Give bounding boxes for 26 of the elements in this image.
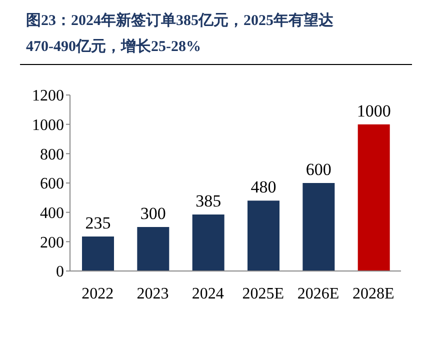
data-label: 1000 <box>356 101 391 120</box>
x-tick-label: 2028E <box>352 285 394 302</box>
x-tick-label: 2022 <box>82 285 114 302</box>
x-tick-label: 2026E <box>297 285 340 302</box>
y-tick-label: 400 <box>40 205 64 222</box>
bar <box>82 236 114 271</box>
y-tick-label: 0 <box>56 264 64 281</box>
chart-title: 图23：2024年新签订单385亿元，2025年有望达470-490亿元，增长25-28% <box>26 11 334 57</box>
y-tick-label: 800 <box>40 146 64 164</box>
x-tick-label: 2023 <box>136 285 169 302</box>
y-tick-label: 200 <box>40 234 64 252</box>
bar <box>358 124 390 271</box>
y-tick-label: 600 <box>40 176 64 193</box>
data-label: 600 <box>306 160 332 179</box>
y-tick-label: 1200 <box>32 88 64 105</box>
data-label: 300 <box>140 204 166 223</box>
bar <box>248 200 280 271</box>
x-tick-label: 2025E <box>242 285 284 302</box>
data-label: 385 <box>196 192 222 211</box>
data-label: 235 <box>85 214 111 233</box>
bar <box>192 214 224 271</box>
data-label: 480 <box>250 178 276 197</box>
bar <box>137 227 170 271</box>
x-tick-label: 2024 <box>192 285 224 302</box>
bar <box>302 183 335 271</box>
y-tick-label: 1000 <box>32 117 64 134</box>
